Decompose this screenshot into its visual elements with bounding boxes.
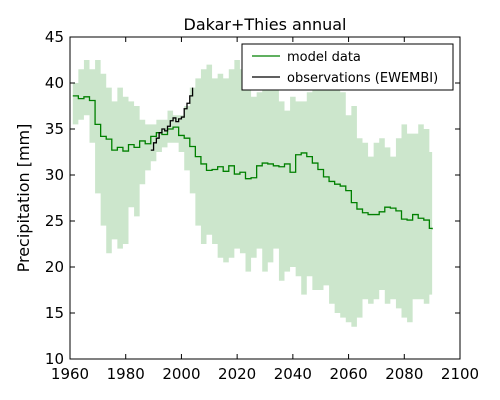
plot-frame [69, 36, 461, 360]
series-lines [72, 87, 433, 230]
y-tick-label: 40 [45, 74, 64, 92]
series-line-0 [72, 95, 433, 230]
x-tick-label: 2080 [385, 365, 423, 383]
legend-box [241, 43, 454, 91]
y-tick-label: 45 [45, 28, 64, 46]
chart-title: Dakar+Thies annual [184, 15, 347, 34]
legend: model data observations (EWEMBI) [241, 43, 454, 91]
x-tick-label: 2020 [218, 365, 256, 383]
x-tick-label: 2060 [329, 365, 367, 383]
model-uncertainty-band [72, 60, 433, 327]
x-tick-label: 2040 [274, 365, 312, 383]
y-tick-label: 15 [45, 304, 64, 322]
y-axis-ticks: 10 15 20 25 30 35 40 45 [45, 28, 460, 368]
legend-label-observations: observations (EWEMBI) [287, 71, 438, 86]
y-tick-label: 30 [45, 166, 64, 184]
y-axis-label: Precipitation [mm] [14, 124, 33, 273]
y-tick-label: 35 [45, 120, 64, 138]
x-tick-label: 2000 [162, 365, 200, 383]
x-tick-label: 1980 [107, 365, 145, 383]
y-tick-label: 25 [45, 212, 64, 230]
band-area [72, 60, 433, 327]
y-tick-label: 20 [45, 258, 64, 276]
series-line-1 [150, 87, 194, 151]
x-axis-ticks: 1960 1980 2000 2020 2040 2060 2080 2100 [51, 37, 479, 383]
legend-label-model-data: model data [287, 50, 361, 65]
y-tick-label: 10 [45, 350, 64, 368]
x-tick-label: 1960 [51, 365, 89, 383]
x-tick-label: 2100 [441, 365, 479, 383]
